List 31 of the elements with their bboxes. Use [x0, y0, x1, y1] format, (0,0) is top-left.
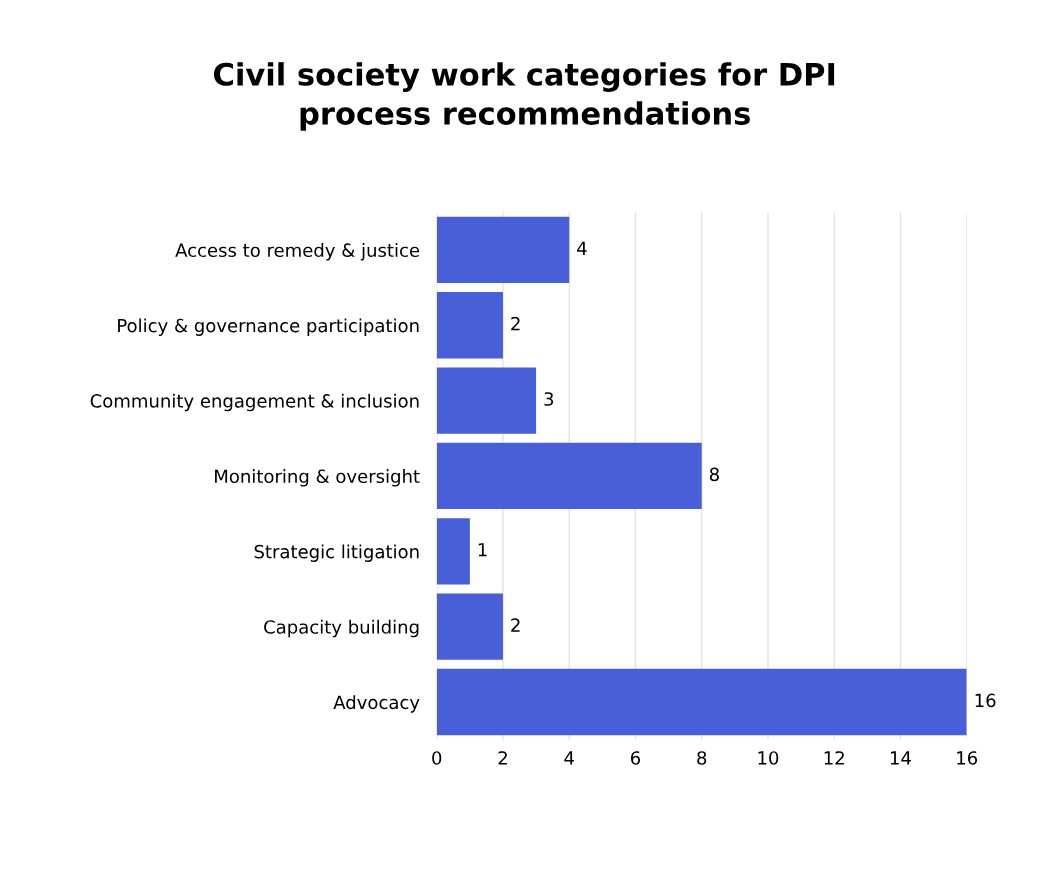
- bar: [436, 292, 503, 359]
- y-tick-label: Policy & governance participation: [118, 318, 419, 336]
- x-tick-label: 10: [758, 751, 779, 765]
- chart-title: Civil society work categories for DPI process recommendations: [214, 62, 835, 131]
- x-tick-label: 0: [432, 751, 442, 765]
- y-tick-label: Access to remedy & justice: [175, 243, 420, 261]
- x-tick-label: 16: [957, 751, 978, 765]
- bar: [436, 593, 503, 660]
- data-label: 16: [975, 693, 996, 708]
- y-tick-label: Monitoring & oversight: [215, 469, 420, 487]
- x-tick-label: 12: [824, 751, 844, 765]
- data-label: 3: [544, 392, 554, 406]
- y-tick-label: Community engagement & inclusion: [90, 393, 419, 412]
- bar: [436, 442, 702, 510]
- data-label: 8: [709, 467, 719, 482]
- y-tick-label: Advocacy: [333, 695, 420, 713]
- data-label: 1: [478, 543, 487, 557]
- bar: [436, 367, 537, 434]
- x-tick-label: 14: [890, 751, 911, 765]
- bar: [436, 518, 470, 585]
- x-tick-label: 4: [564, 751, 574, 765]
- bar: [436, 216, 570, 284]
- x-tick-label: 2: [498, 751, 507, 765]
- x-tick-label: 8: [697, 751, 707, 765]
- data-label: 2: [511, 316, 520, 331]
- y-tick-label: Capacity building: [264, 619, 419, 638]
- y-tick-label: Strategic litigation: [254, 544, 419, 562]
- x-tick-label: 6: [630, 751, 641, 765]
- data-label: 2: [511, 618, 520, 632]
- data-label: 4: [577, 241, 587, 255]
- bar: [436, 668, 967, 736]
